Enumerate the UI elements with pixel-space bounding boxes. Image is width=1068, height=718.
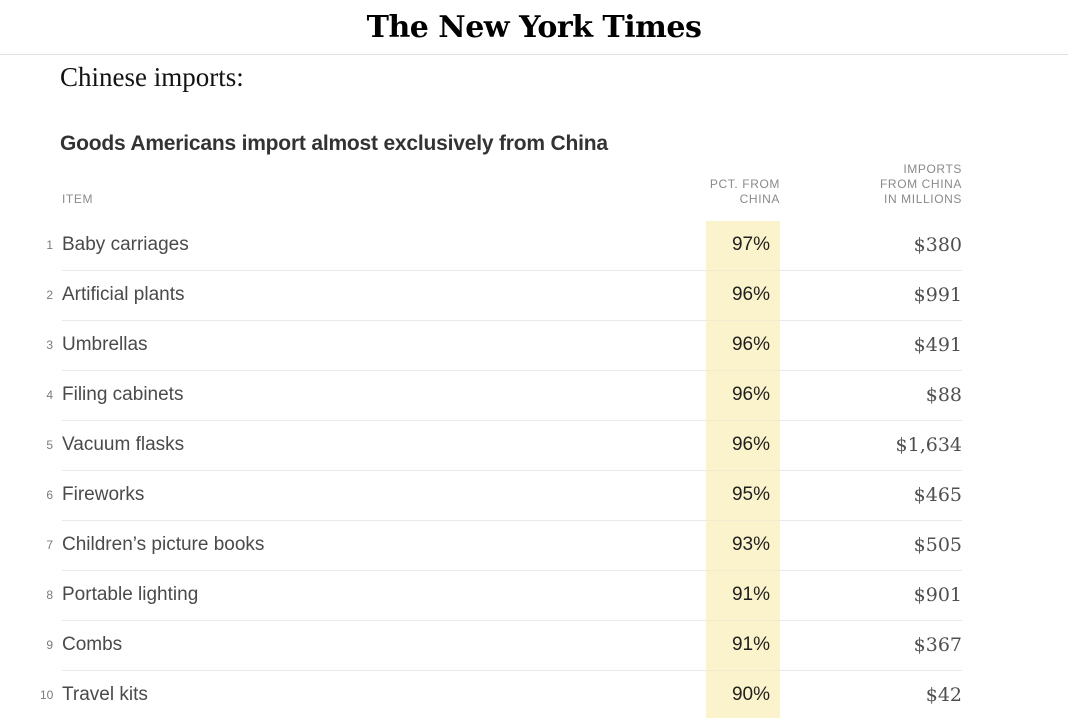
- row-pct-highlighted: 90%: [706, 670, 780, 718]
- table-row: 7 Children’s picture books 93% $505: [40, 520, 962, 571]
- table-row: 6 Fireworks 95% $465: [40, 470, 962, 521]
- row-pct-highlighted: 95%: [706, 470, 780, 521]
- row-pct-highlighted: 97%: [706, 220, 780, 271]
- table-row: 2 Artificial plants 96% $991: [40, 270, 962, 321]
- table-row: 4 Filing cabinets 96% $88: [40, 370, 962, 421]
- row-value: $465: [780, 470, 962, 521]
- row-value: $1,634: [780, 420, 962, 471]
- column-header-rank: [40, 162, 62, 221]
- nyt-logo[interactable]: The New York Times: [366, 9, 702, 45]
- row-pct-highlighted: 91%: [706, 620, 780, 671]
- row-item: Combs: [62, 620, 706, 671]
- row-value: $991: [780, 270, 962, 321]
- row-item: Vacuum flasks: [62, 420, 706, 471]
- row-value: $88: [780, 370, 962, 421]
- row-rank: 3: [46, 337, 53, 352]
- row-rank: 7: [46, 537, 53, 552]
- column-header-value: IMPORTS FROM CHINA IN MILLIONS: [880, 161, 962, 206]
- row-pct-highlighted: 96%: [706, 270, 780, 321]
- row-value: $42: [925, 683, 962, 706]
- row-item: Artificial plants: [62, 270, 706, 321]
- row-pct-highlighted: 93%: [706, 520, 780, 571]
- imports-table: ITEM PCT. FROM CHINA IMPORTS FROM CHINA …: [40, 162, 962, 718]
- table-row: 3 Umbrellas 96% $491: [40, 320, 962, 371]
- row-rank: 5: [46, 437, 53, 452]
- row-rank: 10: [40, 687, 54, 702]
- table-row: 10 Travel kits 90% $42: [40, 670, 962, 718]
- table-row: 9 Combs 91% $367: [40, 620, 962, 671]
- header-row: ITEM PCT. FROM CHINA IMPORTS FROM CHINA …: [40, 162, 962, 221]
- row-pct-highlighted: 96%: [706, 370, 780, 421]
- row-rank: 6: [46, 487, 53, 502]
- row-rank: 1: [46, 238, 53, 253]
- kicker-heading: Chinese imports:: [60, 62, 244, 92]
- article-content: Chinese imports: Goods Americans import …: [40, 62, 962, 718]
- column-header-pct: PCT. FROM CHINA: [706, 162, 780, 221]
- row-value: $505: [780, 520, 962, 571]
- row-pct-highlighted: 96%: [706, 320, 780, 371]
- table-row: 8 Portable lighting 91% $901: [40, 570, 962, 621]
- table-title: Goods Americans import almost exclusivel…: [60, 131, 608, 155]
- row-item: Fireworks: [62, 470, 706, 521]
- column-header-pct-label: PCT. FROM CHINA: [709, 176, 780, 206]
- row-value: $901: [780, 570, 962, 621]
- row-item: Filing cabinets: [62, 370, 706, 421]
- row-rank: 8: [46, 587, 53, 602]
- row-item: Baby carriages: [62, 220, 706, 271]
- row-rank: 2: [46, 287, 53, 302]
- masthead: The New York Times: [0, 0, 1068, 55]
- row-value: $367: [780, 620, 962, 671]
- row-pct-highlighted: 96%: [706, 420, 780, 471]
- row-item: Travel kits: [62, 683, 148, 705]
- row-item: Children’s picture books: [62, 520, 706, 571]
- row-rank: 4: [46, 387, 53, 402]
- row-item: Umbrellas: [62, 320, 706, 371]
- row-item: Portable lighting: [62, 570, 706, 621]
- table-row: 1 Baby carriages 97% $380: [40, 220, 962, 271]
- column-header-item: ITEM: [62, 191, 94, 206]
- row-value: $491: [780, 320, 962, 371]
- row-pct-highlighted: 91%: [706, 570, 780, 621]
- row-value: $380: [780, 220, 962, 271]
- row-rank: 9: [46, 637, 53, 652]
- table-row: 5 Vacuum flasks 96% $1,634: [40, 420, 962, 471]
